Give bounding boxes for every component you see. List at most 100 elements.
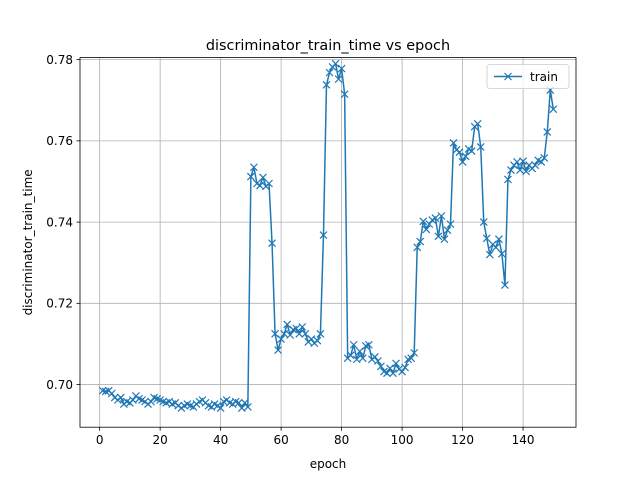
- data-point: [549, 105, 558, 114]
- data-point: [349, 340, 358, 349]
- data-point: [446, 220, 455, 229]
- legend: train: [486, 64, 570, 89]
- y-tick-label: 0.76: [46, 134, 73, 148]
- data-point: [313, 336, 322, 345]
- data-point: [543, 128, 552, 136]
- data-point: [507, 166, 515, 175]
- data-point: [331, 59, 340, 68]
- data-point: [295, 329, 304, 338]
- x-tick-label: 140: [512, 433, 535, 447]
- data-point: [437, 212, 446, 220]
- data-point: [491, 243, 500, 252]
- data-point: [467, 147, 476, 155]
- series-layer: [98, 59, 558, 413]
- data-point: [531, 161, 540, 170]
- data-point: [482, 234, 491, 243]
- data-point: [364, 340, 373, 349]
- data-point: [246, 172, 255, 181]
- data-point: [458, 158, 467, 166]
- data-point: [307, 335, 316, 343]
- data-point: [522, 167, 531, 176]
- data-point: [370, 353, 379, 361]
- data-point: [449, 138, 458, 147]
- data-point: [237, 404, 246, 413]
- data-point: [516, 166, 524, 175]
- y-tick-label: 0.72: [46, 297, 73, 311]
- data-point: [434, 232, 443, 241]
- data-point: [234, 398, 243, 407]
- data-point: [259, 173, 267, 182]
- data-point: [280, 329, 289, 338]
- data-point: [431, 214, 440, 222]
- data-point: [147, 397, 155, 406]
- chart-title: discriminator_train_time vs epoch: [206, 38, 450, 54]
- x-tick-label: 100: [391, 433, 414, 447]
- x-tick-label: 60: [273, 433, 288, 447]
- data-point: [476, 143, 485, 151]
- data-point: [389, 369, 397, 378]
- x-axis-ticks: 0 20 40 60 80 100 120 140: [96, 427, 535, 447]
- data-point: [377, 362, 385, 371]
- data-point: [485, 250, 494, 259]
- data-point: [494, 235, 503, 244]
- data-point: [268, 239, 276, 248]
- data-point: [322, 80, 331, 89]
- data-point: [292, 324, 301, 333]
- data-point: [386, 364, 394, 373]
- data-point: [504, 175, 512, 184]
- data-point: [383, 369, 391, 378]
- data-point: [240, 398, 249, 407]
- data-point: [277, 335, 286, 343]
- data-point: [340, 90, 349, 99]
- data-point: [398, 367, 407, 376]
- data-point: [243, 402, 252, 411]
- data-point: [265, 179, 273, 188]
- data-point: [249, 163, 258, 172]
- data-point: [413, 243, 422, 252]
- data-point: [479, 218, 488, 227]
- x-tick-label: 120: [451, 433, 474, 447]
- data-point: [216, 404, 225, 413]
- y-axis-label: discriminator_train_time: [21, 169, 35, 315]
- x-tick-label: 40: [213, 433, 228, 447]
- data-point: [401, 363, 410, 372]
- data-point: [443, 226, 452, 235]
- y-axis-ticks: 0.70 0.72 0.74 0.76 0.78: [46, 53, 80, 392]
- legend-box: [486, 64, 570, 89]
- y-tick-label: 0.70: [46, 378, 73, 392]
- data-point: [274, 346, 283, 354]
- data-point: [346, 351, 355, 360]
- y-tick-label: 0.78: [46, 53, 73, 67]
- data-point: [373, 357, 382, 365]
- data-point: [334, 75, 343, 84]
- x-axis-label: epoch: [310, 457, 347, 471]
- data-point: [537, 158, 546, 166]
- x-tick-label: 20: [153, 433, 168, 447]
- x-tick-label: 80: [334, 433, 349, 447]
- data-point: [519, 157, 527, 166]
- data-point: [325, 68, 334, 77]
- data-point: [422, 225, 431, 234]
- data-point: [410, 348, 419, 357]
- data-point: [440, 235, 449, 244]
- data-point: [107, 389, 116, 398]
- x-tick-label: 0: [96, 433, 104, 447]
- data-point: [455, 148, 464, 157]
- legend-label-train: train: [530, 70, 558, 84]
- y-tick-label: 0.74: [46, 215, 73, 229]
- data-point: [337, 64, 346, 73]
- legend-marker-swatch: [504, 72, 512, 81]
- data-point: [416, 237, 425, 246]
- data-point: [419, 217, 428, 226]
- data-point: [425, 220, 434, 229]
- plot-frame: [79, 57, 577, 428]
- data-point: [392, 359, 400, 368]
- data-point: [352, 355, 361, 364]
- data-point: [319, 231, 328, 240]
- data-point: [129, 396, 137, 404]
- data-point: [407, 354, 416, 363]
- data-point: [540, 153, 549, 162]
- data-point: [116, 393, 125, 402]
- grid-layer: [80, 57, 576, 428]
